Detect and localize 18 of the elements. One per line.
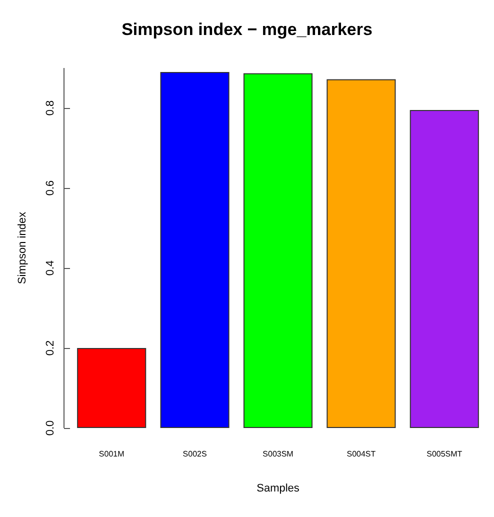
x-tick-label: S005SMT — [426, 450, 462, 458]
x-tick-label: S002S — [182, 450, 207, 458]
y-tick-label: 0.8 — [44, 100, 56, 116]
y-tick-label: 0.6 — [44, 180, 56, 196]
bar — [160, 72, 230, 428]
x-tick-label: S004ST — [346, 450, 376, 458]
bar — [410, 110, 479, 428]
bar — [326, 79, 396, 428]
bar — [243, 73, 313, 428]
bar — [77, 348, 146, 428]
y-tick-label: 0.4 — [44, 260, 56, 276]
y-axis-title: Simpson index — [16, 211, 28, 284]
x-axis-title: Samples — [256, 482, 300, 494]
chart-title: Simpson index − mge_markers — [122, 20, 372, 39]
y-tick-label: 0.2 — [44, 340, 56, 356]
x-tick-label: S001M — [98, 450, 125, 458]
y-tick-label: 0.0 — [44, 420, 56, 436]
x-tick-label: S003SM — [262, 450, 294, 458]
